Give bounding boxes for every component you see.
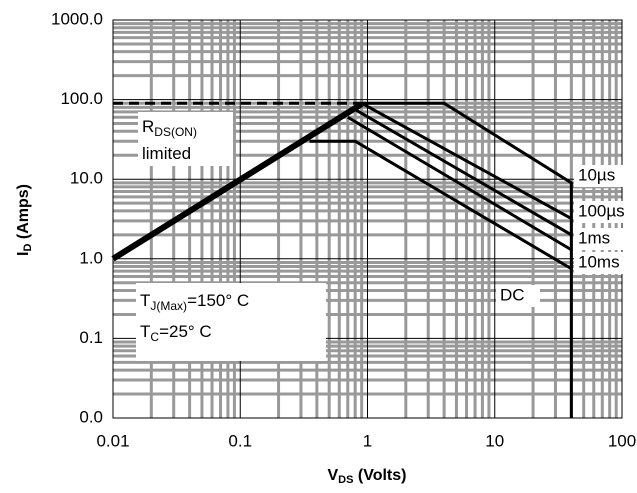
annotation: limited — [142, 144, 191, 163]
annotation-text: limited — [142, 144, 191, 163]
label-bg — [574, 201, 634, 223]
series-label: 10µs — [578, 165, 615, 184]
label-bg — [574, 252, 634, 274]
y-tick-label: 100.0 — [60, 89, 103, 108]
label-bg — [574, 228, 634, 250]
axis-title-part: D — [22, 244, 34, 252]
subscript: C — [150, 330, 159, 344]
label-bg — [574, 165, 634, 187]
series-label: 1ms — [578, 228, 610, 247]
x-tick-label: 100 — [608, 431, 636, 450]
series-line — [347, 115, 573, 252]
x-tick-label: 0.1 — [228, 431, 252, 450]
annotation-text: T — [140, 322, 150, 341]
annotation-text: T — [140, 291, 150, 310]
subscript: DS(ON) — [154, 125, 197, 139]
series-line — [354, 108, 573, 237]
labels: 0.01 0.1 1 10 1000.00.11.010.0100.01000.0RDS… — [15, 9, 636, 485]
y-tick-label: 1000.0 — [51, 9, 103, 28]
annotation: RDS(ON) — [142, 117, 197, 139]
axis-title-part: DS — [338, 474, 353, 486]
annotation-box — [136, 283, 326, 361]
annotation: TC=25° C — [140, 322, 212, 344]
label-bg — [496, 285, 540, 307]
series-line — [111, 101, 364, 262]
axis-title-part: (Amps) — [15, 184, 32, 244]
series-line — [360, 101, 573, 220]
y-tick-label: 0.0 — [79, 407, 103, 426]
annotation: TJ(Max)=150° C — [140, 291, 249, 313]
y-tick-label: 10.0 — [70, 169, 103, 188]
x-tick-label: 10 — [485, 431, 504, 450]
y-tick-label: 0.1 — [79, 328, 103, 347]
axis-title-part: I — [15, 252, 32, 256]
annotation-text: =25° C — [159, 322, 212, 341]
marks — [111, 101, 573, 418]
y-axis-title: ID (Amps) — [15, 184, 34, 256]
x-axis-title: VDS (Volts) — [328, 467, 407, 486]
x-tick-label: 0.01 — [96, 431, 129, 450]
annotation-text: R — [142, 117, 154, 136]
annotation-text: =150° C — [187, 291, 249, 310]
axis-title-part: V — [328, 467, 339, 484]
series-label: DC — [500, 285, 525, 304]
axis-title-part: (Volts) — [353, 467, 406, 484]
annotation-box — [138, 112, 233, 166]
series-line — [361, 101, 573, 418]
y-tick-label: 1.0 — [79, 248, 103, 267]
series-label: 100µs — [578, 201, 625, 220]
x-tick-label: 1 — [363, 431, 372, 450]
series-label: 10ms — [578, 252, 620, 271]
series-line — [309, 139, 573, 271]
subscript: J(Max) — [150, 299, 187, 313]
